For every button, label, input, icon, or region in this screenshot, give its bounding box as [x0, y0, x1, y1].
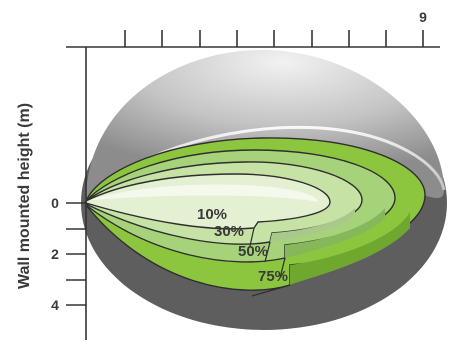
- zone-boundary-line: [251, 284, 291, 297]
- top-axis: 9: [66, 9, 440, 48]
- zone-boundary-line: [279, 257, 286, 279]
- zone-label-10: 10%: [197, 206, 227, 223]
- zone-label-30: 30%: [214, 223, 244, 240]
- left-axis: 0 2 4 Wall mounted height (m): [16, 47, 87, 340]
- zone-label-75: 75%: [258, 268, 288, 285]
- left-tick-label-2: 2: [51, 246, 59, 262]
- coverage-zones: [85, 137, 426, 297]
- left-tick-label-0: 0: [51, 195, 59, 211]
- zone-30-side: [270, 208, 355, 242]
- top-tick-label: 9: [419, 9, 427, 25]
- left-tick-label-4: 4: [51, 297, 59, 313]
- zone-10-highlight: [92, 184, 318, 202]
- y-axis-label: Wall mounted height (m): [16, 103, 33, 289]
- zone-boundary-line: [264, 241, 271, 263]
- zone-labels: 10% 30% 50% 75%: [197, 206, 288, 285]
- zone-label-50: 50%: [238, 243, 268, 260]
- zone-75-side: [290, 212, 410, 285]
- zone-50-side: [285, 208, 385, 258]
- zone-boundary-line: [249, 227, 255, 247]
